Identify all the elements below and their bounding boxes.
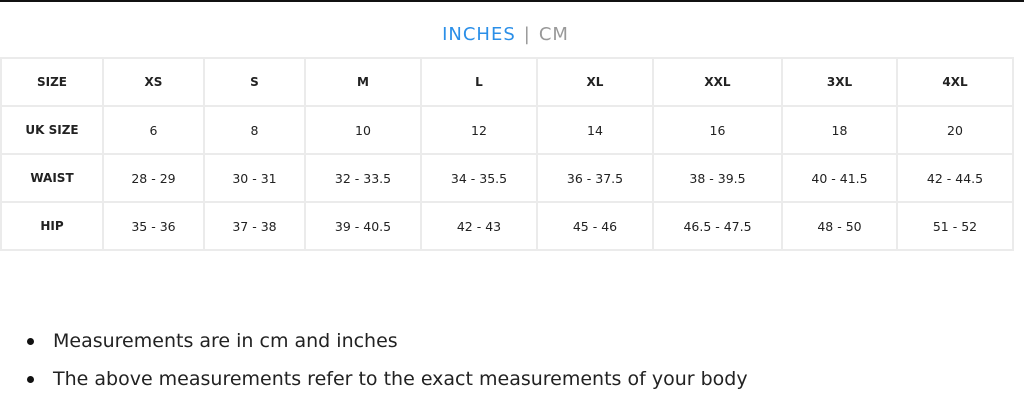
column-header: 3XL: [781, 57, 898, 107]
column-header: XS: [102, 57, 205, 107]
note-item: Measurements are in cm and inches: [24, 328, 748, 366]
unit-toggle: INCHES | CM: [0, 24, 1011, 45]
table-cell: 48 - 50: [781, 201, 898, 251]
row-label: WAIST: [0, 153, 104, 203]
unit-separator: |: [523, 24, 531, 45]
table-cell: 51 - 52: [896, 201, 1014, 251]
table-cell: 18: [781, 105, 898, 155]
table-cell: 40 - 41.5: [781, 153, 898, 203]
column-header: 4XL: [896, 57, 1014, 107]
table-cell: 46.5 - 47.5: [652, 201, 783, 251]
note-item: The above measurements refer to the exac…: [24, 366, 748, 404]
table-row: HIP 35 - 36 37 - 38 39 - 40.5 42 - 43 45 - 46…: [0, 201, 1014, 251]
table-cell: 30 - 31: [203, 153, 306, 203]
table-cell: 42 - 44.5: [896, 153, 1014, 203]
row-label: SIZE: [0, 57, 104, 107]
column-header: XXL: [652, 57, 783, 107]
table-cell: 39 - 40.5: [304, 201, 422, 251]
table-cell: 6: [102, 105, 205, 155]
table-cell: 20: [896, 105, 1014, 155]
table-row: UK SIZE 6 8 10 12 14 16 18 20: [0, 105, 1014, 155]
column-header: S: [203, 57, 306, 107]
table-cell: 37 - 38: [203, 201, 306, 251]
table-cell: 12: [420, 105, 538, 155]
row-label: UK SIZE: [0, 105, 104, 155]
table-cell: 8: [203, 105, 306, 155]
table-cell: 14: [536, 105, 654, 155]
table-cell: 10: [304, 105, 422, 155]
top-border: [0, 0, 1024, 2]
column-header: M: [304, 57, 422, 107]
table-cell: 32 - 33.5: [304, 153, 422, 203]
table-cell: 28 - 29: [102, 153, 205, 203]
table-cell: 42 - 43: [420, 201, 538, 251]
table-row: WAIST 28 - 29 30 - 31 32 - 33.5 34 - 35.5 36 …: [0, 153, 1014, 203]
table-row: SIZE XS S M L XL XXL 3XL 4XL: [0, 57, 1014, 107]
table-cell: 45 - 46: [536, 201, 654, 251]
inches-toggle[interactable]: INCHES: [442, 24, 516, 45]
size-chart-table: SIZE XS S M L XL XXL 3XL 4XL UK SIZE 6 8 10 12 14 16 18 2…: [0, 57, 1014, 251]
notes-list: Measurements are in cm and inches The ab…: [24, 328, 748, 404]
table-cell: 34 - 35.5: [420, 153, 538, 203]
cm-toggle[interactable]: CM: [538, 24, 569, 45]
table-cell: 38 - 39.5: [652, 153, 783, 203]
table-cell: 16: [652, 105, 783, 155]
row-label: HIP: [0, 201, 104, 251]
table-cell: 36 - 37.5: [536, 153, 654, 203]
column-header: XL: [536, 57, 654, 107]
column-header: L: [420, 57, 538, 107]
table-cell: 35 - 36: [102, 201, 205, 251]
